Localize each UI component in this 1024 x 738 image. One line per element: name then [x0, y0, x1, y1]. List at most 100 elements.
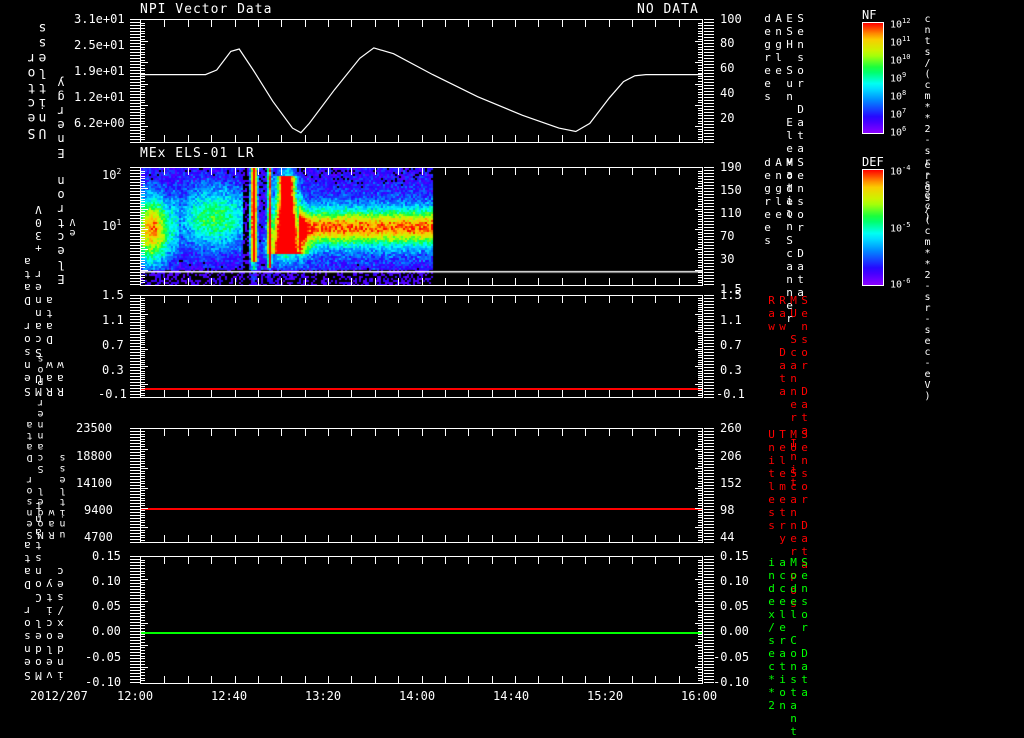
panel-mu30v-rtick-3: 0.3	[720, 363, 742, 377]
y-axis-tick-ladder	[130, 19, 140, 143]
colorbar-def-title: DEF	[862, 155, 884, 169]
panel-spectrogram-rtick-2: 110	[720, 206, 742, 220]
panel-velocity-ytick-2: 0.05	[92, 599, 121, 613]
xaxis-date-label: 2012/207	[30, 689, 88, 703]
panel-sector-ytick-1: 2.5e+01	[74, 38, 125, 52]
panel-mu30v-frame	[140, 295, 703, 398]
y-axis-tick-ladder	[130, 295, 140, 398]
y-axis-tick-ladder	[704, 556, 714, 684]
panel-sector-right-label: Sensor Data ESH Sun Elevation Angle degr…	[761, 12, 807, 233]
ytick-exp-0: 10	[102, 168, 117, 182]
colorbar-nf-tick-6: 106	[890, 125, 907, 139]
panel-mu30v-ytick-0: 1.5	[102, 288, 124, 302]
panel-sector-ytick-0: 3.1e+01	[74, 12, 125, 26]
y-axis-tick-ladder	[704, 167, 714, 286]
panel-mu30v-ytick-3: 0.3	[102, 363, 124, 377]
colorbar-nf-tick-5: 107	[890, 107, 907, 121]
panel-spectrogram-rtick-5: 1.5	[720, 282, 742, 296]
colorbar-def-tick-0: 10-4	[890, 164, 911, 178]
panel-scannerpos-left-label: Sensor Data Model Scanner Pos Raw unitle…	[24, 353, 68, 540]
panel-velocity-left-label: Sensor Data Model Constant velocity inde…	[21, 500, 67, 682]
colorbar-nf-unit: cnts/(cm**2-sr-sec)	[922, 14, 933, 223]
panel2-title: MEx ELS-01 LR	[140, 146, 255, 161]
colorbar-def-tick-1: 10-5	[890, 221, 911, 235]
panel-sector-rtick-1: 80	[720, 36, 735, 50]
colorbar-nf-tick-2: 1010	[890, 53, 911, 67]
panel-scannerpos-trace	[141, 508, 702, 510]
panel-spectrogram-right-label: Sensor Data Model Scanner Angle degrees	[761, 156, 807, 325]
panel-scannerpos-frame	[140, 428, 703, 543]
panel-spectrogram-rtick-0: 190	[720, 160, 742, 174]
figure-root: NPI Vector Data NO DATA MEx ELS-01 LR 3.…	[21, 2, 933, 738]
tick-marks	[141, 296, 702, 397]
panel-mu30v-rtick-4: -0.1	[716, 387, 745, 401]
panel-mu30v-ytick-4: -0.1	[98, 387, 127, 401]
xaxis-tick-3: 14:00	[399, 689, 436, 703]
colorbar-nf-tick-3: 109	[890, 71, 907, 85]
panel-spectrogram-rtick-1: 150	[720, 183, 742, 197]
panel-scannerpos-rtick-0: 260	[720, 421, 742, 435]
tick-marks	[141, 429, 702, 542]
panel-spectrogram-ytick-1: 101	[102, 218, 122, 233]
panel-scannerpos-rtick-3: 98	[720, 503, 735, 517]
panel-sector-ytick-4: 6.2e+00	[74, 116, 125, 130]
panel-velocity-rtick-1: 0.10	[720, 574, 749, 588]
xaxis-tick-2: 13:20	[305, 689, 342, 703]
panel-mu30v-ytick-1: 1.1	[102, 313, 124, 327]
ytick-exp-1: 10	[102, 219, 117, 233]
spectrogram-canvas	[141, 168, 702, 285]
xaxis-tick-6: 16:00	[681, 689, 718, 703]
panel-velocity-rtick-4: -0.05	[713, 650, 750, 664]
panel-scannerpos-right-label: Sensor Data MU Scanner Pos Telemetry Uni…	[765, 428, 811, 610]
panel-mu30v-ytick-2: 0.7	[102, 338, 124, 352]
panel-sector-rtick-2: 60	[720, 61, 735, 75]
panel-scannerpos-ytick-1: 18800	[76, 449, 113, 463]
panel-velocity-rtick-0: 0.15	[720, 549, 749, 563]
panel-velocity-ytick-4: -0.05	[85, 650, 122, 664]
panel-velocity-rtick-3: 0.00	[720, 624, 749, 638]
panel-velocity-right-label: Sensor Data Model Constant acceleration …	[765, 556, 811, 738]
figure-title-right: NO DATA	[637, 2, 699, 17]
panel-velocity-rtick-2: 0.05	[720, 599, 749, 613]
panel-sector-rtick-0: 100	[720, 12, 742, 26]
tick-marks	[141, 557, 702, 683]
panel-sector-ytick-2: 1.9e+01	[74, 64, 125, 78]
panel-spectrogram-frame	[140, 167, 703, 286]
colorbar-def-gradient	[862, 169, 884, 286]
panel-scannerpos-ytick-4: 4700	[84, 530, 113, 544]
panel-spectrogram-rtick-3: 70	[720, 229, 735, 243]
panel-mu30v-rtick-0: 1.5	[720, 288, 742, 302]
colorbar-nf-tick-1: 1011	[890, 35, 911, 49]
panel-spectrogram-ytick-0: 102	[102, 167, 122, 182]
colorbar-nf-tick-0: 1012	[890, 17, 911, 31]
panel-scannerpos-rtick-2: 152	[720, 476, 742, 490]
colorbar-nf-tick-4: 108	[890, 89, 907, 103]
panel-velocity-frame	[140, 556, 703, 684]
panel-scannerpos-ytick-2: 14100	[76, 476, 113, 490]
panel-spectrogram-rtick-4: 30	[720, 252, 735, 266]
panel-sector-left-label: Sector Unitless	[24, 20, 50, 140]
panel-sector-rtick-3: 40	[720, 86, 735, 100]
xaxis-tick-0: 12:00	[117, 689, 154, 703]
panel-sector-ytick-3: 1.2e+01	[74, 90, 125, 104]
xaxis-tick-5: 15:20	[587, 689, 624, 703]
panel-scannerpos-ytick-0: 23500	[76, 421, 113, 435]
panel-velocity-ytick-3: 0.00	[92, 624, 121, 638]
xaxis-tick-4: 14:40	[493, 689, 530, 703]
panel-mu30v-rtick-1: 1.1	[720, 313, 742, 327]
y-axis-tick-ladder	[130, 556, 140, 684]
panel-scannerpos-rtick-4: 44	[720, 530, 735, 544]
y-axis-tick-ladder	[704, 19, 714, 143]
panel-mu30v-trace	[141, 388, 702, 390]
panel-velocity-rtick-5: -0.10	[713, 675, 750, 689]
y-axis-tick-ladder	[704, 295, 714, 398]
panel-scannerpos-ytick-3: 9400	[84, 503, 113, 517]
y-axis-tick-ladder	[130, 428, 140, 543]
panel-spectrogram-left-label: Electron Energy eV	[54, 76, 78, 286]
colorbar-def-unit: ergs/(cm**2-sr-sec-eV)	[922, 160, 933, 402]
panel-velocity-trace	[141, 632, 702, 634]
panel-sector-trace	[141, 47, 702, 134]
xaxis-tick-1: 12:40	[211, 689, 248, 703]
colorbar-nf-title: NF	[862, 8, 877, 22]
colorbar-nf-gradient	[862, 22, 884, 134]
